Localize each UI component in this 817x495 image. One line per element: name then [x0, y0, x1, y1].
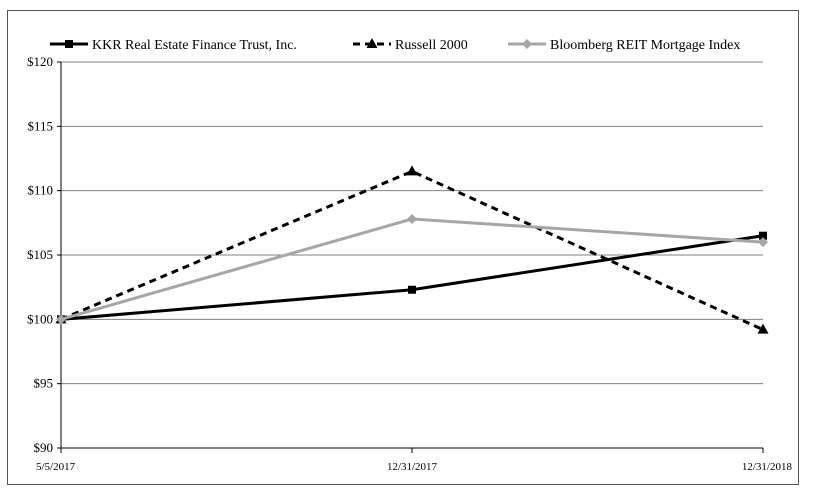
legend-marker-1: [65, 40, 73, 48]
y-tick-label: $90: [34, 440, 54, 455]
legend-marker-2: [366, 38, 378, 48]
series-1-point: [408, 285, 416, 294]
y-tick-label: $95: [34, 376, 54, 391]
y-tick-label: $110: [27, 183, 53, 198]
series-line-1: [60, 234, 764, 321]
series-1-point: [759, 231, 767, 240]
series-line-2: [60, 169, 764, 331]
y-tick-label: $100: [27, 311, 53, 326]
x-tick-label: 12/31/2018: [742, 461, 793, 473]
legend-marker-3: [522, 39, 532, 49]
series-2-point: [757, 323, 769, 334]
y-tick-label: $115: [27, 118, 53, 133]
y-tick-label: $120: [27, 54, 53, 69]
legend-label-2: Russell 2000: [395, 38, 468, 53]
series-2-point: [406, 165, 418, 176]
x-tick-label: 5/5/2017: [36, 461, 76, 473]
chart-frame: [7, 10, 799, 485]
x-tick-label: 12/31/2017: [387, 461, 438, 473]
series-3-point: [56, 314, 66, 325]
series-line-3: [60, 217, 764, 321]
series-3-point: [758, 237, 768, 248]
legend-label-3: Bloomberg REIT Mortgage Index: [550, 38, 740, 53]
series-3-point: [407, 213, 417, 224]
y-tick-label: $105: [27, 247, 53, 262]
legend-label-1: KKR Real Estate Finance Trust, Inc.: [92, 38, 297, 53]
